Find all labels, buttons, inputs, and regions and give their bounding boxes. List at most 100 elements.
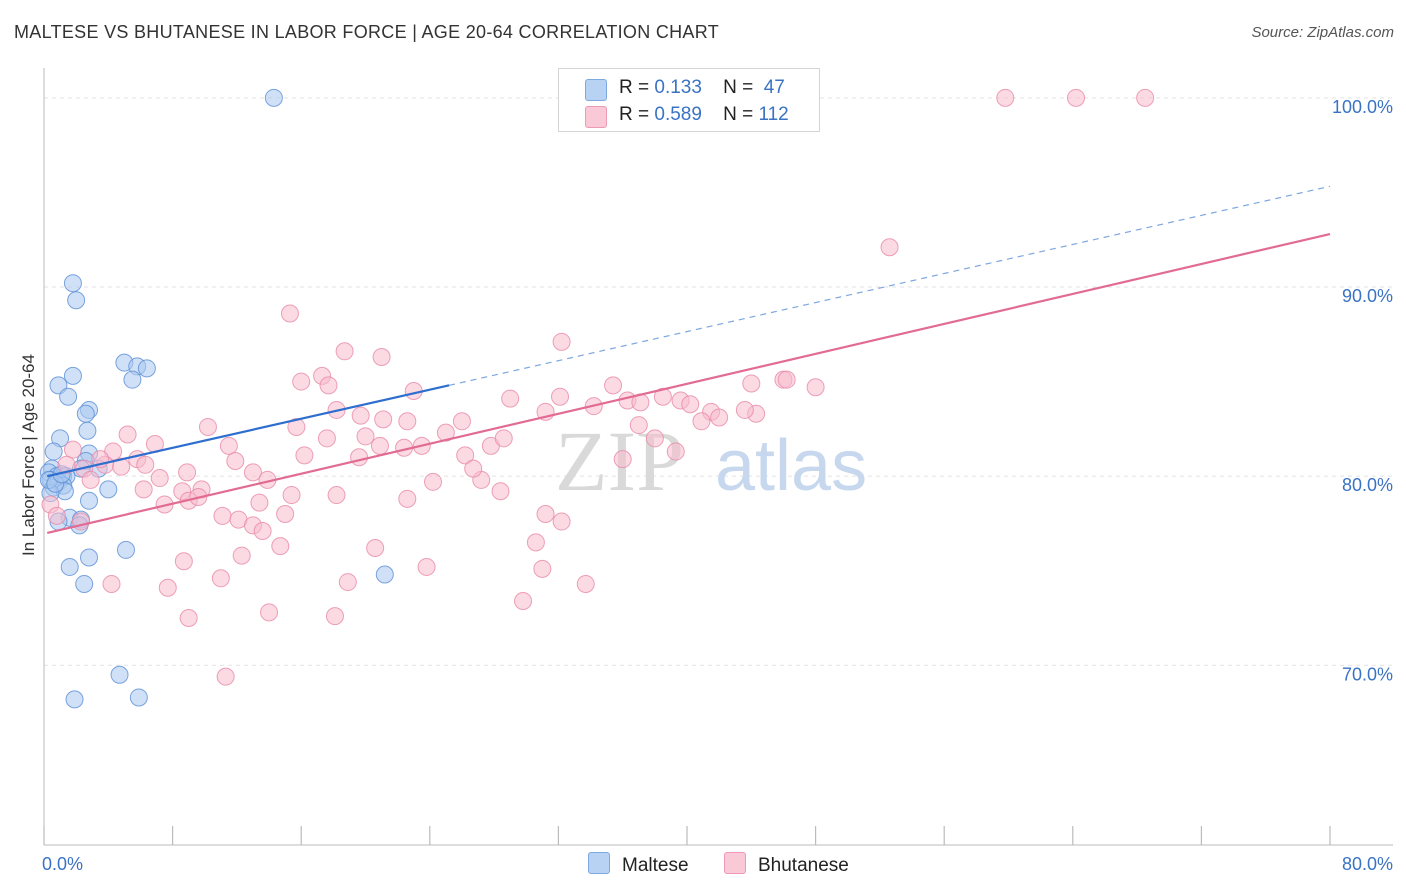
bhutanese-point bbox=[735, 400, 754, 419]
bhutanese-point bbox=[158, 578, 177, 597]
bhutanese-point bbox=[494, 429, 513, 448]
bhutanese-point bbox=[366, 539, 385, 558]
bhutanese-point bbox=[526, 533, 545, 552]
maltese-point bbox=[110, 665, 129, 684]
maltese-point bbox=[67, 291, 86, 310]
bhutanese-point bbox=[536, 504, 555, 523]
r-value: 0.133 bbox=[654, 77, 702, 98]
n-label: N = bbox=[723, 104, 754, 125]
bottom-legend-label: Maltese bbox=[622, 855, 689, 876]
bhutanese-point bbox=[178, 463, 197, 482]
bhutanese-point bbox=[118, 425, 137, 444]
maltese-point bbox=[44, 442, 63, 461]
bhutanese-point bbox=[491, 482, 510, 501]
bottom-legend-maltese: Maltese bbox=[588, 852, 689, 877]
bhutanese-point bbox=[282, 486, 301, 505]
bhutanese-point bbox=[250, 493, 269, 512]
bhutanese-point bbox=[806, 378, 825, 397]
bhutanese-point bbox=[372, 347, 391, 366]
maltese-point bbox=[78, 421, 97, 440]
n-label: N = bbox=[723, 77, 754, 98]
y-tick-label: 80.0% bbox=[1342, 475, 1393, 495]
bhutanese-point bbox=[325, 607, 344, 626]
bhutanese-point bbox=[174, 552, 193, 571]
bhutanese-point bbox=[604, 376, 623, 395]
bhutanese-point bbox=[335, 342, 354, 361]
bhutanese-point bbox=[551, 387, 570, 406]
legend-swatch-maltese bbox=[585, 79, 607, 101]
bhutanese-point bbox=[213, 506, 232, 525]
bhutanese-point bbox=[1067, 88, 1086, 107]
y-tick-label: 100.0% bbox=[1332, 97, 1393, 117]
bottom-swatch-bhutanese bbox=[724, 852, 746, 874]
maltese-trend-line bbox=[46, 384, 450, 478]
bhutanese-point bbox=[533, 559, 552, 578]
watermark-atlas: atlas bbox=[715, 426, 867, 506]
maltese-point bbox=[129, 688, 148, 707]
maltese-point bbox=[99, 480, 118, 499]
bhutanese-point bbox=[370, 436, 389, 455]
maltese-point bbox=[264, 88, 283, 107]
bhutanese-point bbox=[211, 569, 230, 588]
maltese-point bbox=[137, 359, 156, 378]
maltese-point bbox=[60, 557, 79, 576]
bhutanese-point bbox=[253, 522, 272, 540]
maltese-point bbox=[63, 366, 82, 385]
bhutanese-point bbox=[280, 304, 299, 323]
bhutanese-point bbox=[576, 574, 595, 593]
stats-legend: R = 0.133 N = 47 R = 0.589 N = 112 bbox=[558, 68, 820, 132]
bhutanese-point bbox=[777, 370, 796, 389]
bhutanese-point bbox=[1136, 88, 1155, 107]
bhutanese-point bbox=[666, 442, 685, 461]
n-value: 112 bbox=[758, 104, 789, 125]
bhutanese-point bbox=[136, 455, 155, 474]
bhutanese-point bbox=[629, 416, 648, 435]
bhutanese-point bbox=[645, 429, 664, 448]
maltese-point bbox=[59, 387, 78, 406]
bhutanese-point bbox=[692, 412, 711, 431]
bhutanese-point bbox=[276, 504, 295, 523]
source-label: Source: ZipAtlas.com bbox=[1251, 24, 1394, 41]
bhutanese-point bbox=[681, 395, 700, 414]
y-axis-label: In Labor Force | Age 20-64 bbox=[19, 354, 38, 556]
bhutanese-point bbox=[150, 469, 169, 488]
bhutanese-point bbox=[742, 374, 761, 393]
legend-text-bhutanese: R = 0.589 N = 112 bbox=[619, 104, 789, 126]
bhutanese-point bbox=[226, 452, 245, 471]
bhutanese-point bbox=[880, 238, 899, 257]
bhutanese-point bbox=[996, 88, 1015, 107]
bhutanese-point bbox=[63, 440, 82, 459]
n-value: 47 bbox=[763, 77, 785, 98]
maltese-point bbox=[65, 690, 84, 709]
bhutanese-point bbox=[356, 427, 375, 446]
bhutanese-point bbox=[501, 389, 520, 408]
bhutanese-point bbox=[47, 506, 66, 525]
bhutanese-point bbox=[179, 609, 198, 628]
legend-text-maltese: R = 0.133 N = 47 bbox=[619, 77, 785, 99]
bhutanese-point bbox=[295, 446, 314, 465]
bhutanese-point bbox=[319, 376, 338, 395]
maltese-point bbox=[116, 540, 135, 559]
maltese-trend-extension bbox=[448, 185, 1331, 386]
chart-title: MALTESE VS BHUTANESE IN LABOR FORCE | AG… bbox=[14, 22, 720, 42]
bhutanese-point bbox=[287, 417, 306, 436]
bhutanese-point bbox=[112, 457, 131, 476]
bottom-legend-bhutanese: Bhutanese bbox=[724, 852, 849, 877]
bhutanese-point bbox=[552, 512, 571, 531]
bhutanese-point bbox=[271, 537, 290, 556]
bhutanese-point bbox=[613, 450, 632, 469]
bhutanese-point bbox=[710, 408, 729, 427]
bhutanese-trend-line bbox=[46, 232, 1331, 534]
bhutanese-point bbox=[260, 603, 279, 622]
bhutanese-point bbox=[327, 486, 346, 505]
bhutanese-point bbox=[350, 448, 369, 467]
x-tick-label: 80.0% bbox=[1342, 854, 1393, 874]
maltese-point bbox=[76, 404, 95, 423]
maltese-point bbox=[80, 548, 99, 567]
bhutanese-point bbox=[102, 574, 121, 593]
bhutanese-point bbox=[552, 332, 571, 351]
bhutanese-point bbox=[338, 573, 357, 592]
bhutanese-point bbox=[317, 429, 336, 448]
gridlines bbox=[44, 97, 1395, 666]
bhutanese-point bbox=[398, 489, 417, 508]
